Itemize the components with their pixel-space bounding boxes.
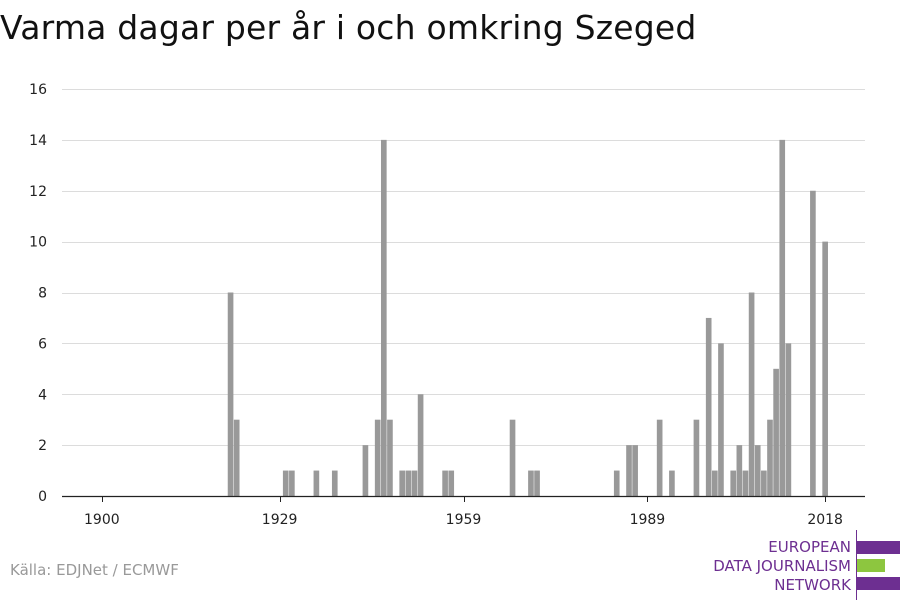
bar-1986 <box>626 445 632 496</box>
bar-1950 <box>405 470 412 496</box>
bar-1930 <box>282 470 289 496</box>
bar-1951 <box>411 470 418 496</box>
bar-2003 <box>730 470 737 496</box>
y-tick-label: 14 <box>29 133 47 149</box>
bar-2005 <box>742 470 749 496</box>
y-tick-label: 6 <box>38 336 47 352</box>
logo-line-3: NETWORK <box>774 576 851 594</box>
bar-1984 <box>613 470 620 496</box>
chart-title: Varma dagar per år i och omkring Szeged <box>0 8 697 47</box>
bar-2012 <box>785 343 792 496</box>
bar-1949 <box>399 470 406 496</box>
logo-bar-purple-bottom <box>857 577 900 590</box>
y-tick-label: 10 <box>29 235 47 251</box>
x-tick-label: 1959 <box>446 512 482 528</box>
bar-1952 <box>417 394 424 496</box>
bar-1957 <box>448 470 455 496</box>
x-tick-label: 1929 <box>262 512 298 528</box>
logo-bar-green <box>857 559 885 572</box>
bar-1999 <box>705 317 712 496</box>
bar-1938 <box>331 470 338 496</box>
y-tick-labels: 0 2 4 6 8 10 12 14 16 <box>29 82 47 505</box>
bar-2006 <box>748 292 755 496</box>
bar-2001 <box>718 343 724 496</box>
y-tick-label: 2 <box>38 438 47 454</box>
x-tick-label: 1989 <box>630 512 666 528</box>
bar-2008 <box>761 470 767 496</box>
logo-divider <box>856 530 857 600</box>
bar-1921 <box>227 292 234 496</box>
x-tick-label: 1900 <box>84 512 120 528</box>
bars <box>227 139 828 496</box>
y-tick-label: 0 <box>38 489 47 505</box>
y-tick-label: 16 <box>29 82 47 98</box>
bar-1931 <box>289 470 295 496</box>
bar-2010 <box>773 368 779 496</box>
logo-bar-purple-top <box>857 541 900 554</box>
bar-2004 <box>736 445 743 496</box>
bar-1991 <box>656 419 663 496</box>
bar-1956 <box>442 470 448 496</box>
bar-1970 <box>528 470 534 496</box>
y-tick-label: 4 <box>38 387 47 403</box>
bar-1947 <box>387 419 393 496</box>
bar-1971 <box>534 470 540 496</box>
x-tick-label: 2018 <box>807 512 843 528</box>
source-label: Källa: EDJNet / ECMWF <box>10 561 179 579</box>
bar-1945 <box>374 419 381 496</box>
bar-1987 <box>632 445 638 496</box>
bar-1935 <box>313 470 320 496</box>
edjnet-logo: EUROPEAN DATA JOURNALISM NETWORK <box>700 530 900 600</box>
bar-2000 <box>712 470 718 496</box>
bar-1946 <box>380 139 387 496</box>
bar-2016 <box>810 190 816 496</box>
bar-1997 <box>693 419 700 496</box>
bar-2018 <box>822 241 828 496</box>
gridlines <box>62 89 865 446</box>
bar-2011 <box>779 139 786 496</box>
logo-line-2: DATA JOURNALISM <box>713 557 851 575</box>
y-tick-label: 8 <box>38 286 47 302</box>
bar-1993 <box>669 470 675 496</box>
bar-1967 <box>509 419 516 496</box>
bar-2009 <box>767 419 773 496</box>
logo-line-1: EUROPEAN <box>768 538 851 556</box>
bar-1943 <box>362 445 369 496</box>
bar-2007 <box>754 445 761 496</box>
x-axis-ticks: 1900 1929 1959 1989 2018 <box>84 496 843 528</box>
y-tick-label: 12 <box>29 184 47 200</box>
bar-1922 <box>233 419 240 496</box>
